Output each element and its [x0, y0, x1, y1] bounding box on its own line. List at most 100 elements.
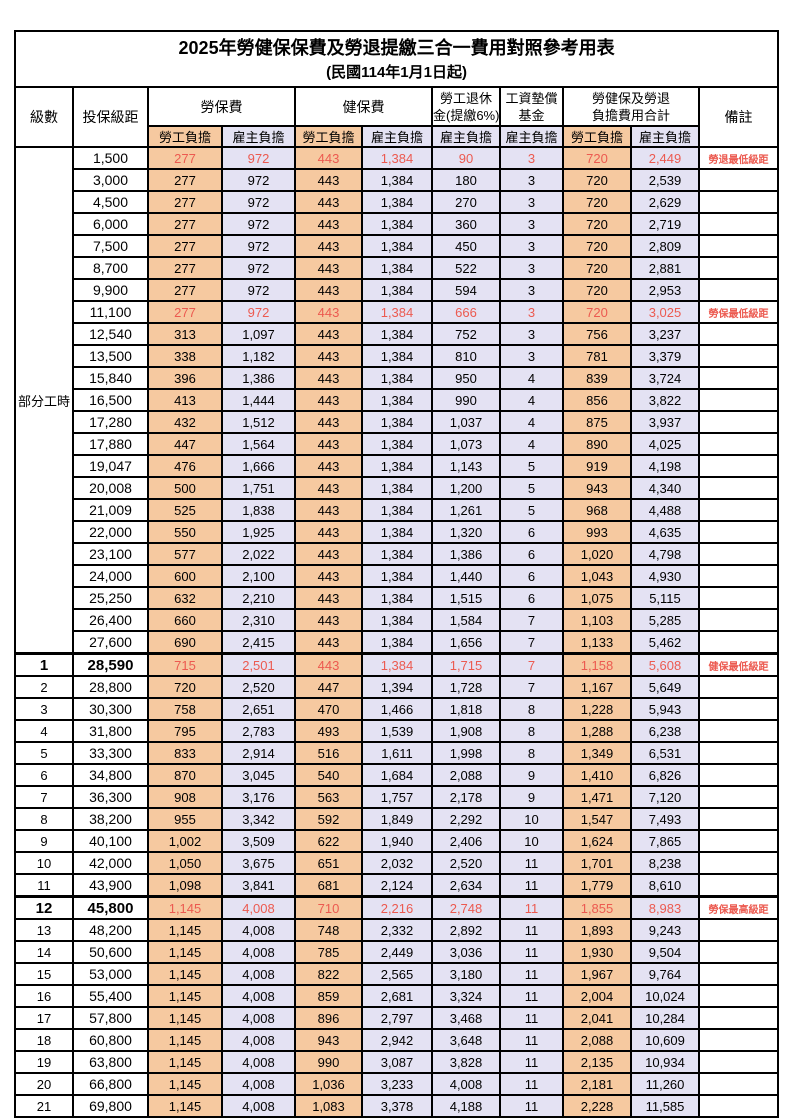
value-cell: 1,384	[361, 234, 433, 258]
value-cell: 4,008	[221, 984, 296, 1008]
value-cell: 443	[294, 366, 363, 390]
value-cell: 8	[499, 697, 564, 721]
bracket-cell: 42,000	[72, 851, 149, 875]
remark-cell	[697, 498, 780, 522]
value-cell: 1,656	[431, 630, 501, 655]
value-cell: 8,610	[630, 873, 700, 898]
value-cell: 413	[147, 388, 223, 412]
value-cell: 2,520	[221, 675, 296, 699]
value-cell: 3,233	[361, 1072, 433, 1096]
value-cell: 2,797	[361, 1006, 433, 1030]
value-cell: 2,310	[221, 608, 296, 632]
value-cell: 1,930	[562, 940, 632, 964]
value-cell: 2,292	[431, 807, 501, 831]
value-cell: 3	[499, 278, 564, 302]
level-cell: 7	[14, 785, 74, 809]
value-cell: 3,822	[630, 388, 700, 412]
table-row: 3 30,300 758 2,651 470 1,466 1,818 8 1,228 5,943	[14, 697, 780, 721]
table-row: 17 57,800 1,145 4,008 896 2,797 3,468 11 2,041 10…	[14, 1006, 780, 1030]
value-cell: 1,512	[221, 410, 296, 434]
value-cell: 3,724	[630, 366, 700, 390]
value-cell: 443	[294, 630, 363, 655]
value-cell: 1,444	[221, 388, 296, 412]
level-cell: 10	[14, 851, 74, 875]
value-cell: 1,073	[431, 432, 501, 456]
value-cell: 4,008	[221, 895, 296, 920]
value-cell: 2,135	[562, 1050, 632, 1074]
value-cell: 748	[294, 918, 363, 942]
value-cell: 2,415	[221, 630, 296, 655]
remark-cell	[697, 432, 780, 456]
table-header: 2025年勞健保保費及勞退提繳三合一費用對照參考用表 (民國114年1月1日起)…	[13, 30, 780, 148]
subheader-pension-employer: 雇主負擔	[431, 125, 501, 148]
value-cell: 3,937	[630, 410, 700, 434]
value-cell: 3,036	[431, 940, 501, 964]
level-cell: 17	[14, 1006, 74, 1030]
remark-cell	[697, 212, 780, 236]
value-cell: 11	[499, 984, 564, 1008]
value-cell: 1,466	[361, 697, 433, 721]
value-cell: 1,145	[147, 1050, 223, 1074]
value-cell: 1,158	[562, 652, 632, 677]
value-cell: 5,943	[630, 697, 700, 721]
value-cell: 2,449	[361, 940, 433, 964]
value-cell: 1,037	[431, 410, 501, 434]
value-cell: 781	[562, 344, 632, 368]
remark-cell	[697, 344, 780, 368]
value-cell: 1,384	[361, 652, 433, 677]
value-cell: 890	[562, 432, 632, 456]
value-cell: 2,041	[562, 1006, 632, 1030]
value-cell: 1,182	[221, 344, 296, 368]
subheader-health-employee: 勞工負擔	[294, 125, 363, 148]
table-row: 16 55,400 1,145 4,008 859 2,681 3,324 11 2,004 10…	[14, 984, 780, 1008]
table-row: 13 48,200 1,145 4,008 748 2,332 2,892 11 1,893 9,…	[14, 918, 780, 942]
value-cell: 360	[431, 212, 501, 236]
value-cell: 4,008	[431, 1072, 501, 1096]
value-cell: 11	[499, 851, 564, 875]
header-pension-line1: 勞工退休	[439, 90, 492, 106]
value-cell: 1,145	[147, 1072, 223, 1096]
value-cell: 522	[431, 256, 501, 280]
remark-cell	[697, 675, 780, 699]
value-cell: 443	[294, 146, 363, 170]
subheader-labor-employee: 勞工負擔	[147, 125, 223, 148]
bracket-cell: 9,900	[72, 278, 149, 302]
value-cell: 720	[562, 300, 632, 324]
remark-cell	[697, 278, 780, 302]
value-cell: 4,008	[221, 1050, 296, 1074]
value-cell: 3,176	[221, 785, 296, 809]
value-cell: 4,008	[221, 962, 296, 986]
value-cell: 500	[147, 476, 223, 500]
value-cell: 10,609	[630, 1028, 700, 1052]
value-cell: 2,881	[630, 256, 700, 280]
value-cell: 277	[147, 256, 223, 280]
value-cell: 2,210	[221, 586, 296, 610]
bracket-cell: 17,280	[72, 410, 149, 434]
value-cell: 450	[431, 234, 501, 258]
value-cell: 1,384	[361, 300, 433, 324]
remark-cell	[697, 829, 780, 853]
value-cell: 516	[294, 741, 363, 765]
bracket-cell: 30,300	[72, 697, 149, 721]
table-row: 24,000 600 2,100 443 1,384 1,440 6 1,043 4,930	[15, 564, 780, 588]
value-cell: 11	[499, 895, 564, 920]
value-cell: 7,865	[630, 829, 700, 853]
value-cell: 1,611	[361, 741, 433, 765]
value-cell: 4	[499, 366, 564, 390]
value-cell: 8	[499, 719, 564, 743]
value-cell: 443	[294, 256, 363, 280]
value-cell: 1,384	[361, 432, 433, 456]
bracket-cell: 38,200	[72, 807, 149, 831]
table-row: 27,600 690 2,415 443 1,384 1,656 7 1,133 5,462	[15, 630, 780, 655]
value-cell: 1,075	[562, 586, 632, 610]
value-cell: 1,584	[431, 608, 501, 632]
remark-cell	[697, 322, 780, 346]
value-cell: 756	[562, 322, 632, 346]
value-cell: 660	[147, 608, 223, 632]
value-cell: 1,020	[562, 542, 632, 566]
value-cell: 432	[147, 410, 223, 434]
value-cell: 3,324	[431, 984, 501, 1008]
value-cell: 2,520	[431, 851, 501, 875]
table-row: 19 63,800 1,145 4,008 990 3,087 3,828 11 2,135 10…	[14, 1050, 780, 1074]
bracket-cell: 20,008	[72, 476, 149, 500]
